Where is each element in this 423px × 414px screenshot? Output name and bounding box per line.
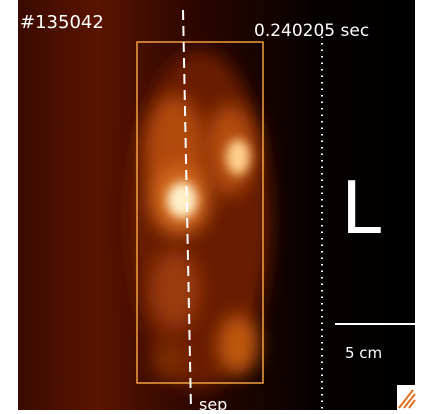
plasma-emission	[130, 50, 270, 390]
mode-label: L	[341, 166, 381, 250]
shot-number: #135042	[20, 12, 104, 33]
time-stamp: 0.240205 sec	[254, 21, 369, 41]
camera-frame: #135042 0.240205 sec L 5 cm sep	[0, 0, 423, 414]
corner-icon	[397, 385, 415, 410]
scale-label: 5 cm	[345, 344, 382, 362]
separatrix-label: sep	[199, 395, 227, 414]
